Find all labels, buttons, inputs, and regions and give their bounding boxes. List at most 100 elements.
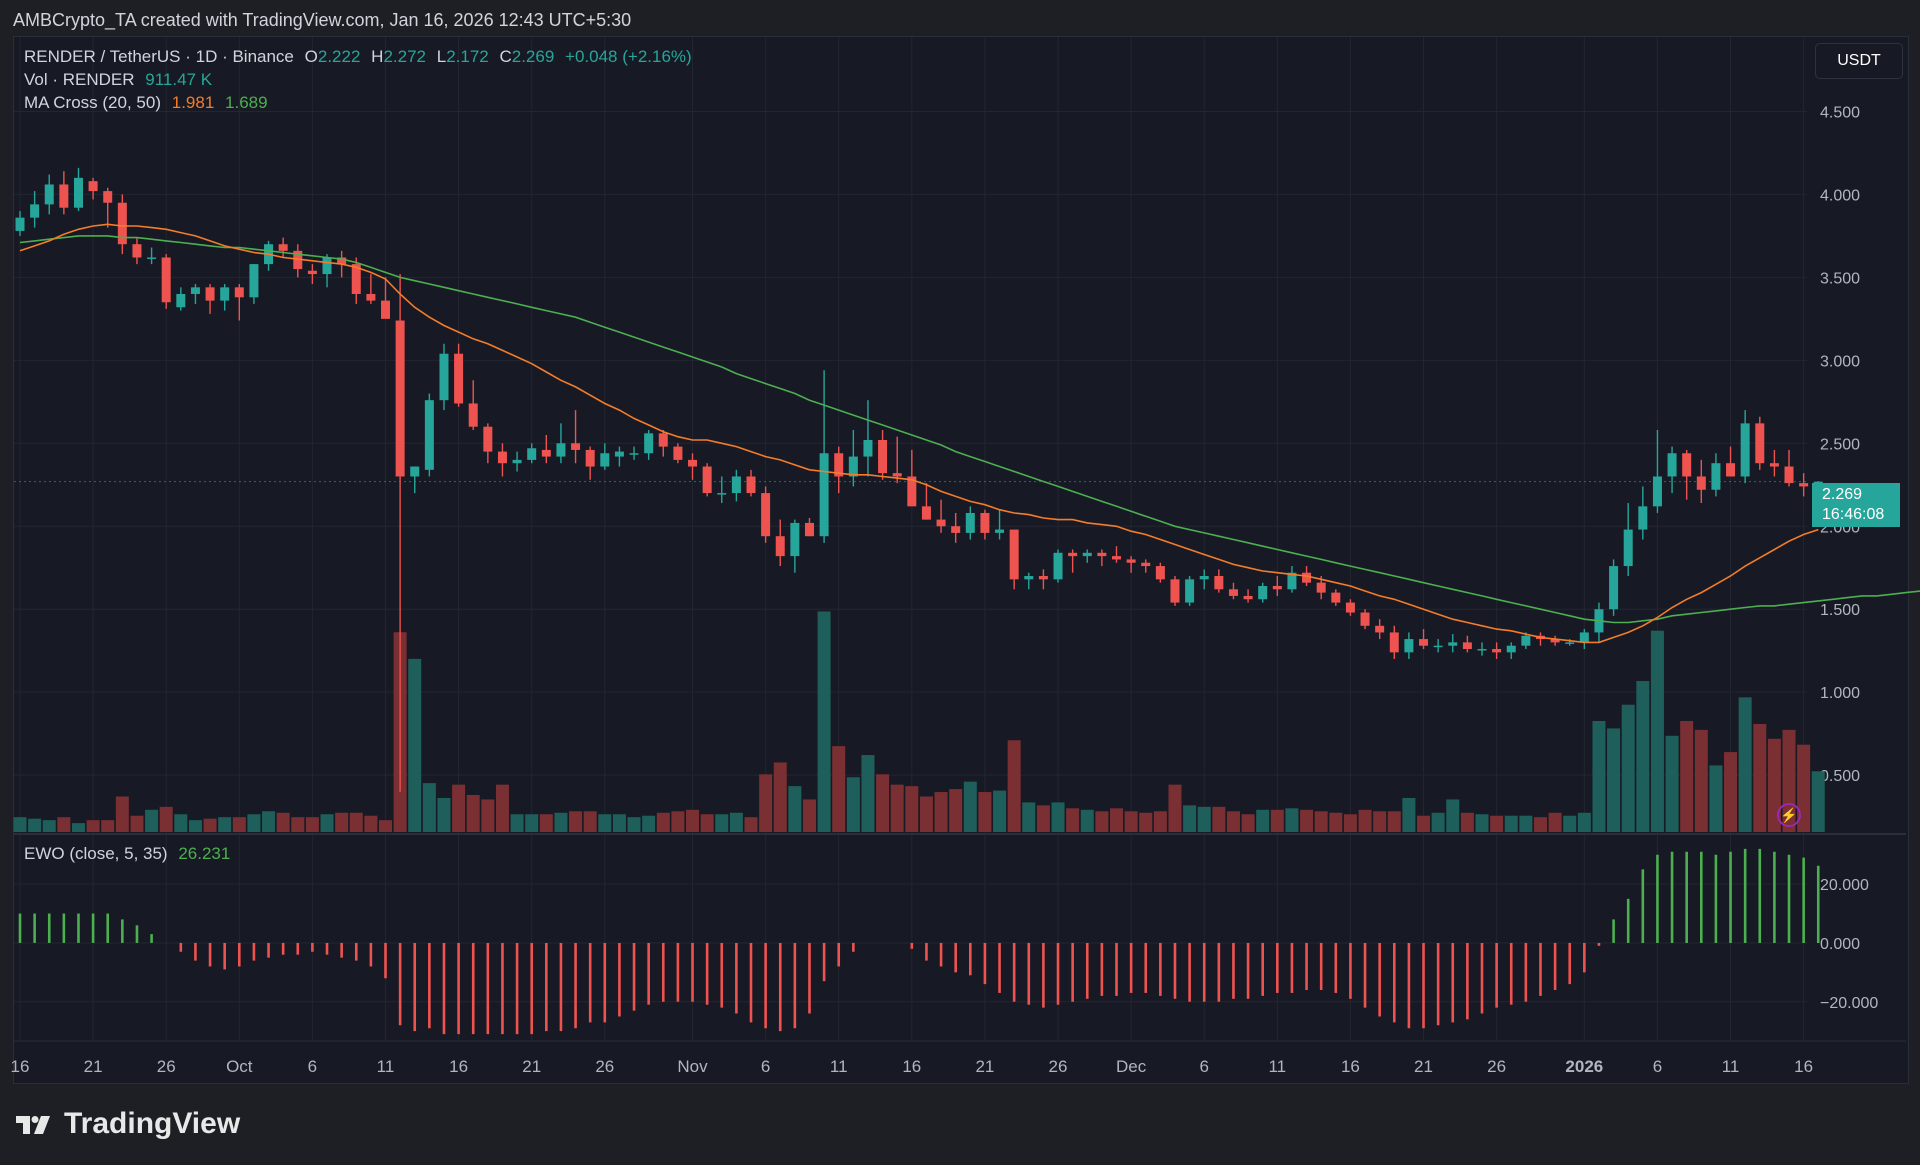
volume-bar bbox=[174, 814, 188, 832]
volume-bar bbox=[349, 812, 363, 832]
candle-body bbox=[1711, 463, 1721, 490]
candle-body bbox=[1696, 476, 1706, 490]
time-axis-label: 11 bbox=[1722, 1057, 1740, 1076]
volume-bar bbox=[627, 817, 641, 832]
volume-bar bbox=[13, 817, 27, 832]
change-value: +0.048 (+2.16%) bbox=[565, 47, 692, 66]
candle-body bbox=[1170, 579, 1180, 603]
candle-body bbox=[1345, 602, 1355, 613]
candle-body bbox=[307, 270, 317, 275]
ma-fast-value: 1.981 bbox=[171, 93, 215, 112]
candle-body bbox=[1404, 639, 1414, 653]
volume-bar bbox=[1256, 809, 1270, 832]
tradingview-logo[interactable]: TradingView bbox=[14, 1107, 240, 1141]
price-axis-label: 4.000 bbox=[1820, 187, 1860, 204]
volume-bar bbox=[1314, 811, 1328, 832]
candle-body bbox=[1331, 592, 1341, 603]
time-axis-label: 26 bbox=[1049, 1057, 1068, 1076]
candle-body bbox=[366, 293, 376, 301]
candle-body bbox=[234, 287, 244, 298]
symbol-name[interactable]: RENDER / TetherUS · 1D · Binance bbox=[24, 47, 294, 66]
candle-body bbox=[673, 446, 683, 460]
candle-body bbox=[1726, 463, 1736, 477]
volume-bar bbox=[1709, 765, 1723, 832]
tradingview-logo-icon bbox=[16, 1116, 50, 1134]
volume-bar bbox=[1680, 721, 1694, 832]
candle-body bbox=[1565, 642, 1575, 644]
volume-bar bbox=[466, 795, 480, 832]
ma-cross-label[interactable]: MA Cross (20, 50) bbox=[24, 93, 161, 112]
candle-body bbox=[1448, 642, 1458, 646]
ma20-line bbox=[19, 223, 1819, 644]
volume-bar bbox=[71, 823, 85, 832]
volume-bar bbox=[949, 789, 963, 832]
volume-bar bbox=[1168, 784, 1182, 832]
candle-body bbox=[717, 493, 727, 495]
candle-body bbox=[1799, 483, 1809, 487]
volume-bar bbox=[1738, 697, 1752, 832]
volume-bar bbox=[247, 814, 261, 832]
candle-body bbox=[1228, 589, 1238, 596]
candle-body bbox=[190, 287, 200, 294]
volume-bar bbox=[481, 799, 495, 832]
volume-label[interactable]: Vol · RENDER bbox=[24, 70, 135, 89]
volume-bar bbox=[1270, 809, 1284, 832]
volume-bar bbox=[1197, 806, 1211, 832]
bar-countdown: 16:46:08 bbox=[1822, 506, 1885, 523]
price-axis-label: 3.000 bbox=[1820, 353, 1860, 370]
lightning-icon[interactable]: ⚡ bbox=[1777, 803, 1801, 827]
volume-bar bbox=[1300, 809, 1314, 832]
close-value: 2.269 bbox=[511, 47, 555, 66]
time-axis-label: 26 bbox=[157, 1057, 176, 1076]
volume-bar bbox=[744, 817, 758, 832]
volume-bar bbox=[1460, 812, 1474, 832]
candle-body bbox=[980, 512, 990, 533]
volume-bar bbox=[1548, 812, 1562, 832]
volume-bar bbox=[1577, 812, 1591, 832]
candle-body bbox=[702, 466, 712, 494]
volume-bar bbox=[934, 792, 948, 832]
volume-bar bbox=[1212, 806, 1226, 832]
volume-bar bbox=[788, 786, 802, 832]
volume-bar bbox=[1490, 815, 1504, 832]
ewo-label[interactable]: EWO (close, 5, 35) bbox=[24, 844, 168, 863]
candle-body bbox=[1024, 576, 1034, 580]
candle-body bbox=[688, 459, 698, 467]
volume-bar bbox=[1387, 811, 1401, 832]
candle-body bbox=[1214, 576, 1224, 590]
candle-body bbox=[614, 451, 624, 457]
candle-body bbox=[483, 426, 493, 452]
candle-body bbox=[1243, 595, 1253, 600]
candle-body bbox=[600, 453, 610, 467]
candle-body bbox=[1492, 649, 1502, 653]
volume-bar bbox=[861, 755, 875, 832]
candle-body bbox=[73, 177, 83, 208]
volume-bar bbox=[539, 814, 553, 832]
volume-bar bbox=[1753, 723, 1767, 832]
volume-bar bbox=[437, 797, 451, 832]
volume-bar bbox=[1592, 721, 1606, 832]
candle-body bbox=[468, 403, 478, 427]
volume-bar bbox=[1621, 704, 1635, 832]
currency-button[interactable]: USDT bbox=[1815, 43, 1903, 79]
candle-body bbox=[629, 453, 639, 455]
time-axis-label: 26 bbox=[1487, 1057, 1506, 1076]
candle-body bbox=[1638, 506, 1648, 530]
candle-body bbox=[541, 449, 551, 457]
candle-body bbox=[1550, 639, 1560, 643]
candle-body bbox=[761, 493, 771, 537]
candle-body bbox=[220, 287, 230, 301]
candle-body bbox=[30, 204, 40, 218]
volume-bar bbox=[1343, 814, 1357, 832]
volume-bar bbox=[1475, 814, 1489, 832]
time-axis-label: 21 bbox=[522, 1057, 541, 1076]
volume-bar bbox=[1110, 808, 1123, 832]
candle-body bbox=[1769, 463, 1779, 467]
volume-bar bbox=[1607, 728, 1621, 832]
time-axis-label: Oct bbox=[226, 1057, 253, 1076]
volume-bar bbox=[1519, 815, 1533, 832]
candle-body bbox=[1579, 632, 1589, 643]
candle-body bbox=[834, 453, 844, 477]
candle-body bbox=[1784, 466, 1794, 484]
